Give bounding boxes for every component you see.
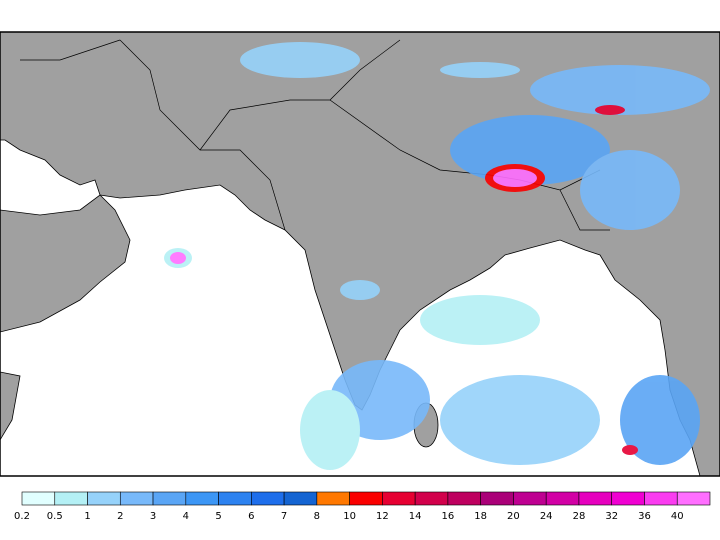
legend-swatch <box>251 491 285 506</box>
legend-label: 40 <box>671 511 684 522</box>
legend-swatch <box>87 491 121 506</box>
legend-swatch <box>316 491 350 506</box>
legend-label: 7 <box>281 511 287 522</box>
legend-label: 2 <box>117 511 123 522</box>
map <box>0 31 720 477</box>
legend-swatch <box>447 491 481 506</box>
legend-label: 4 <box>183 511 189 522</box>
land-africa <box>0 371 21 441</box>
legend-label: 28 <box>573 511 586 522</box>
legend-label: 14 <box>409 511 422 522</box>
legend-label: 0.2 <box>14 511 30 522</box>
legend-swatch <box>611 491 645 506</box>
legend-swatch <box>21 491 56 506</box>
legend-label: 32 <box>605 511 618 522</box>
legend-swatch <box>119 491 154 506</box>
legend-label: 16 <box>442 511 455 522</box>
legend-swatch <box>185 491 219 506</box>
legend: 0.2 0.5 1 2 3 4 5 6 7 8 10 12 14 16 18 20 24 28 32 36 40 <box>14 491 711 522</box>
legend-label: 3 <box>150 511 156 522</box>
frame <box>0 31 720 477</box>
legend-swatch <box>545 491 580 506</box>
legend-label: 6 <box>248 511 254 522</box>
land-arabia <box>0 194 131 333</box>
legend-swatch <box>218 491 252 506</box>
legend-label: 20 <box>507 511 520 522</box>
legend-swatch <box>676 491 711 506</box>
legend-swatch <box>349 491 383 506</box>
legend-swatch <box>480 491 514 506</box>
legend-label: 10 <box>343 511 356 522</box>
legend-label: 36 <box>638 511 651 522</box>
legend-label: 8 <box>314 511 320 522</box>
legend-label: 24 <box>540 511 553 522</box>
legend-label: 18 <box>474 511 487 522</box>
legend-label: 1 <box>84 511 90 522</box>
legend-swatch <box>414 491 449 506</box>
legend-swatch <box>578 491 613 506</box>
legend-label: 0.5 <box>47 511 63 522</box>
legend-swatch <box>513 491 547 506</box>
legend-swatch <box>644 491 678 506</box>
legend-swatch <box>283 491 318 506</box>
legend-swatch <box>382 491 416 506</box>
legend-label: 5 <box>215 511 221 522</box>
legend-swatch <box>152 491 187 506</box>
legend-label: 12 <box>376 511 389 522</box>
precipitation <box>164 42 710 470</box>
legend-swatch <box>54 491 88 506</box>
